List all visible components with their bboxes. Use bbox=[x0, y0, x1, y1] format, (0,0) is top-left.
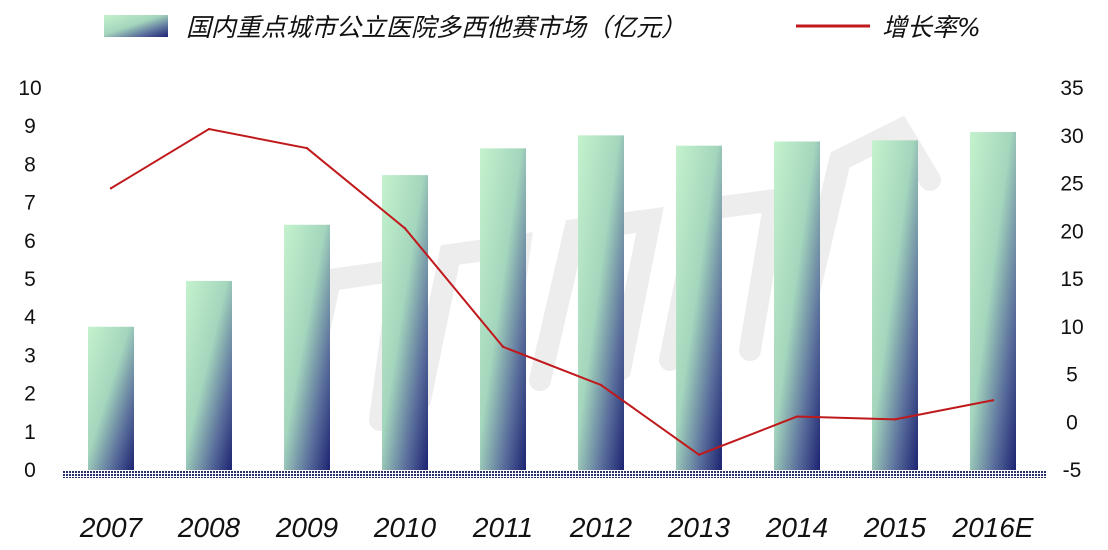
bar-2009 bbox=[284, 224, 330, 470]
x-tick-label: 2013 bbox=[667, 512, 731, 543]
growth-point-2014 bbox=[795, 415, 799, 418]
bar-2008 bbox=[186, 280, 232, 470]
bar-2016E bbox=[970, 131, 1016, 470]
y-tick-left-label: 1 bbox=[24, 421, 36, 444]
legend-label-line: 增长率% bbox=[882, 13, 981, 42]
y-tick-left-label: 5 bbox=[24, 268, 36, 291]
y-tick-left-label: 9 bbox=[24, 115, 36, 138]
line-series bbox=[109, 127, 995, 456]
bar-2015 bbox=[872, 140, 918, 471]
y-tick-right-label: 5 bbox=[1066, 364, 1078, 387]
y-tick-right-label: 0 bbox=[1066, 411, 1078, 434]
y-tick-right-label: 10 bbox=[1060, 316, 1083, 339]
y-tick-left-label: 0 bbox=[24, 459, 36, 482]
x-tick-label: 2016E bbox=[952, 512, 1034, 543]
growth-point-2015 bbox=[893, 418, 897, 421]
growth-point-2007 bbox=[109, 187, 113, 190]
growth-rate-line bbox=[110, 128, 994, 456]
y-axis-left: 0 1 2 3 4 5 6 7 8 9 10 bbox=[18, 77, 41, 482]
x-tick-label: 2009 bbox=[275, 512, 338, 543]
y-tick-left-label: 3 bbox=[24, 344, 36, 367]
y-tick-right-label: 25 bbox=[1060, 173, 1083, 196]
y-tick-left-label: 8 bbox=[24, 153, 36, 176]
y-tick-right-label: 15 bbox=[1060, 268, 1083, 291]
growth-point-2012 bbox=[599, 383, 603, 387]
bar-2010 bbox=[382, 175, 428, 470]
y-tick-right-label: 30 bbox=[1060, 125, 1083, 148]
y-tick-left-label: 7 bbox=[24, 192, 36, 215]
bar-series bbox=[88, 131, 1016, 471]
y-tick-right-label: 20 bbox=[1060, 220, 1083, 243]
growth-point-2008 bbox=[207, 127, 211, 131]
x-tick-label: 2012 bbox=[569, 512, 633, 543]
growth-point-2016E bbox=[991, 399, 995, 402]
legend: 国内重点城市公立医院多西他赛市场（亿元） 增长率% bbox=[104, 13, 981, 42]
x-axis-labels: 2007 2008 2009 2010 2011 2012 2013 2014 2015 2016… bbox=[79, 512, 1034, 543]
bar-2014 bbox=[774, 141, 820, 471]
x-tick-label: 2014 bbox=[765, 512, 828, 543]
y-tick-left-label: 4 bbox=[24, 306, 36, 329]
bar-2011 bbox=[480, 148, 526, 470]
x-tick-label: 2011 bbox=[472, 512, 533, 543]
y-tick-left-label: 2 bbox=[24, 383, 36, 406]
x-tick-label: 2007 bbox=[79, 512, 144, 543]
y-tick-left-label: 6 bbox=[24, 230, 36, 253]
growth-point-2011 bbox=[501, 345, 505, 349]
growth-point-2009 bbox=[305, 146, 309, 150]
x-tick-label: 2010 bbox=[373, 512, 437, 543]
y-tick-right-label: -5 bbox=[1063, 459, 1082, 482]
growth-point-2010 bbox=[403, 227, 407, 230]
bar-2012 bbox=[578, 135, 624, 471]
y-tick-left-label: 10 bbox=[18, 77, 41, 100]
x-axis-baseline bbox=[62, 470, 1046, 478]
y-tick-right-label: 35 bbox=[1060, 77, 1083, 100]
bar-2013 bbox=[676, 145, 722, 470]
x-tick-label: 2015 bbox=[863, 512, 927, 543]
x-tick-label: 2008 bbox=[177, 512, 241, 543]
growth-point-2013 bbox=[697, 453, 701, 456]
bar-2007 bbox=[88, 326, 134, 470]
legend-swatch-bar bbox=[104, 15, 168, 37]
y-axis-right: -5 0 5 10 15 20 25 30 35 bbox=[1060, 77, 1083, 482]
legend-label-bar: 国内重点城市公立医院多西他赛市场（亿元） bbox=[186, 13, 686, 42]
